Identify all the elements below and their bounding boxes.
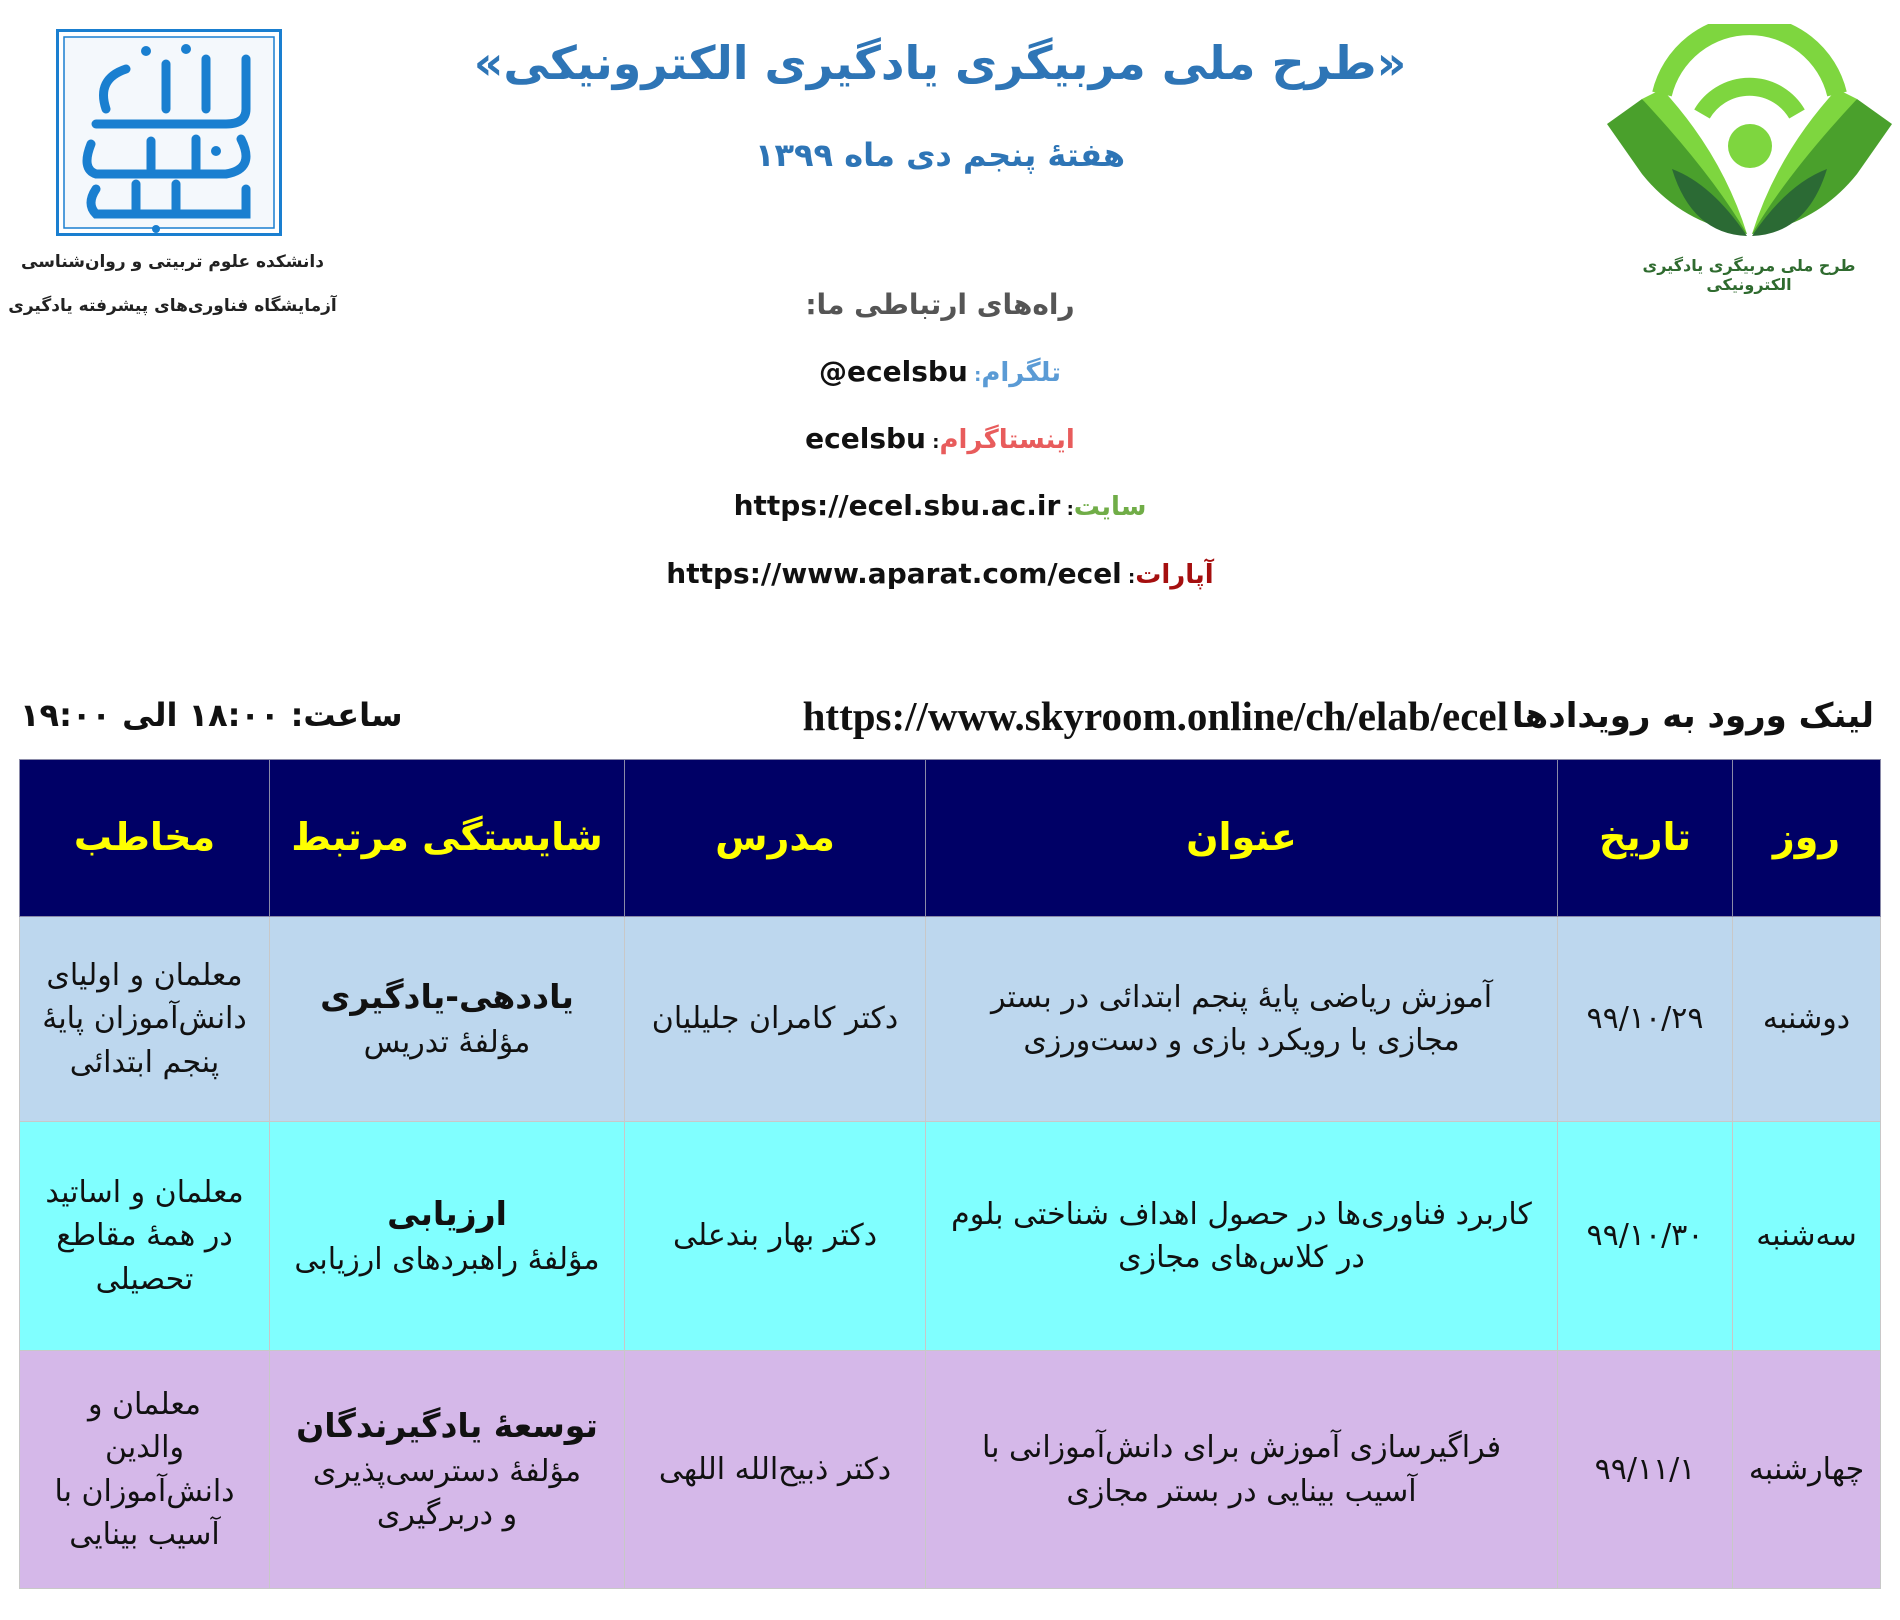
cell-date: ۹۹/۱۱/۱: [1557, 1350, 1733, 1589]
competency-component: مؤلفهٔ راهبردهای ارزیابی: [294, 1242, 600, 1278]
cell-title: کاربرد فناوری‌ها در حصول اهداف شناختی بل…: [925, 1121, 1558, 1351]
column-header-audience: مخاطب: [19, 759, 270, 917]
cell-day: دوشنبه: [1732, 916, 1881, 1122]
table-header-row: روز تاریخ عنوان مدرس شایستگی مرتبط مخاطب: [19, 759, 1881, 917]
contact-website: سایت: https://ecel.sbu.ac.ir: [733, 489, 1147, 522]
lab-caption: آزمایشگاه فناوری‌های پیشرفته یادگیری: [8, 296, 337, 316]
contact-telegram: تلگرام: @ecelsbu: [819, 355, 1061, 388]
competency-component: مؤلفهٔ دسترسی‌پذیری و دربرگیری: [312, 1453, 582, 1533]
cell-competency: ارزیابی مؤلفهٔ راهبردهای ارزیابی: [269, 1121, 625, 1351]
column-header-date: تاریخ: [1557, 759, 1733, 917]
cell-audience: معلمان و اساتید در همهٔ مقاطع تحصیلی: [19, 1121, 270, 1351]
website-link[interactable]: https://ecel.sbu.ac.ir: [733, 489, 1061, 522]
page-subtitle: هفتهٔ پنجم دی ماه ۱۳۹۹: [754, 136, 1126, 174]
event-link-label: لینک ورود به رویدادها: [1511, 696, 1874, 736]
contact-label: تلگرام: [981, 358, 1061, 388]
competency-component: مؤلفهٔ تدریس: [363, 1025, 531, 1061]
cell-date: ۹۹/۱۰/۲۹: [1557, 916, 1733, 1122]
cell-competency: توسعهٔ یادگیرندگان مؤلفهٔ دسترسی‌پذیری و …: [269, 1350, 625, 1589]
schedule-table: روز تاریخ عنوان مدرس شایستگی مرتبط مخاطب…: [19, 759, 1881, 1589]
cell-title: فراگیرسازی آموزش برای دانش‌آموزانی با آس…: [925, 1350, 1558, 1589]
column-header-teacher: مدرس: [624, 759, 926, 917]
contact-label: سایت: [1073, 492, 1147, 522]
event-time: ساعت: ۱۸:۰۰ الی ۱۹:۰۰: [20, 696, 403, 734]
aparat-link[interactable]: https://www.aparat.com/ecel: [666, 557, 1122, 590]
cell-day: سه‌شنبه: [1732, 1121, 1881, 1351]
event-link-row: لینک ورود به رویدادها https://www.skyroo…: [0, 692, 1900, 746]
cell-teacher: دکتر ذبیح‌الله اللهی: [624, 1350, 926, 1589]
cell-competency: یاددهی-یادگیری مؤلفهٔ تدریس: [269, 916, 625, 1122]
cell-teacher: دکتر کامران جلیلیان: [624, 916, 926, 1122]
university-logo: [56, 29, 282, 236]
competency-name: توسعهٔ یادگیرندگان: [296, 1406, 598, 1446]
instagram-handle[interactable]: ecelsbu: [805, 422, 926, 455]
faculty-caption: دانشکده علوم تربیتی و روان‌شناسی: [21, 252, 324, 272]
event-link-url[interactable]: https://www.skyroom.online/ch/elab/ecel: [802, 693, 1508, 739]
contact-label: اینستاگرام: [939, 425, 1075, 455]
cell-audience: معلمان و والدین دانش‌آموزان با آسیب بینا…: [19, 1350, 270, 1589]
table-row: دوشنبه ۹۹/۱۰/۲۹ آموزش ریاضی پایهٔ پنجم ا…: [19, 916, 1881, 1122]
cell-day: چهارشنبه: [1732, 1350, 1881, 1589]
telegram-handle[interactable]: @ecelsbu: [819, 355, 968, 388]
contact-label: آپارات: [1135, 560, 1214, 590]
column-header-title: عنوان: [925, 759, 1558, 917]
contacts-heading: راه‌های ارتباطی ما:: [805, 288, 1075, 321]
table-row: چهارشنبه ۹۹/۱۱/۱ فراگیرسازی آموزش برای د…: [19, 1350, 1881, 1589]
cell-teacher: دکتر بهار بندعلی: [624, 1121, 926, 1351]
contact-instagram: اینستاگرام: ecelsbu: [805, 422, 1075, 455]
cell-title: آموزش ریاضی پایهٔ پنجم ابتدائی در بستر م…: [925, 916, 1558, 1122]
program-logo: [1607, 24, 1892, 236]
program-logo-caption: طرح ملی مربیگری یادگیری الکترونیکی: [1642, 256, 1856, 294]
cell-audience: معلمان و اولیای دانش‌آموزان پایهٔ پنجم ا…: [19, 916, 270, 1122]
page-title: «طرح ملی مربیگری یادگیری الکترونیکی»: [473, 36, 1407, 90]
cell-date: ۹۹/۱۰/۳۰: [1557, 1121, 1733, 1351]
column-header-competency: شایستگی مرتبط: [269, 759, 625, 917]
contact-aparat: آپارات: https://www.aparat.com/ecel: [666, 557, 1214, 590]
table-row: سه‌شنبه ۹۹/۱۰/۳۰ کاربرد فناوری‌ها در حصو…: [19, 1121, 1881, 1351]
competency-name: یاددهی-یادگیری: [320, 977, 574, 1017]
column-header-day: روز: [1732, 759, 1881, 917]
competency-name: ارزیابی: [387, 1194, 507, 1234]
